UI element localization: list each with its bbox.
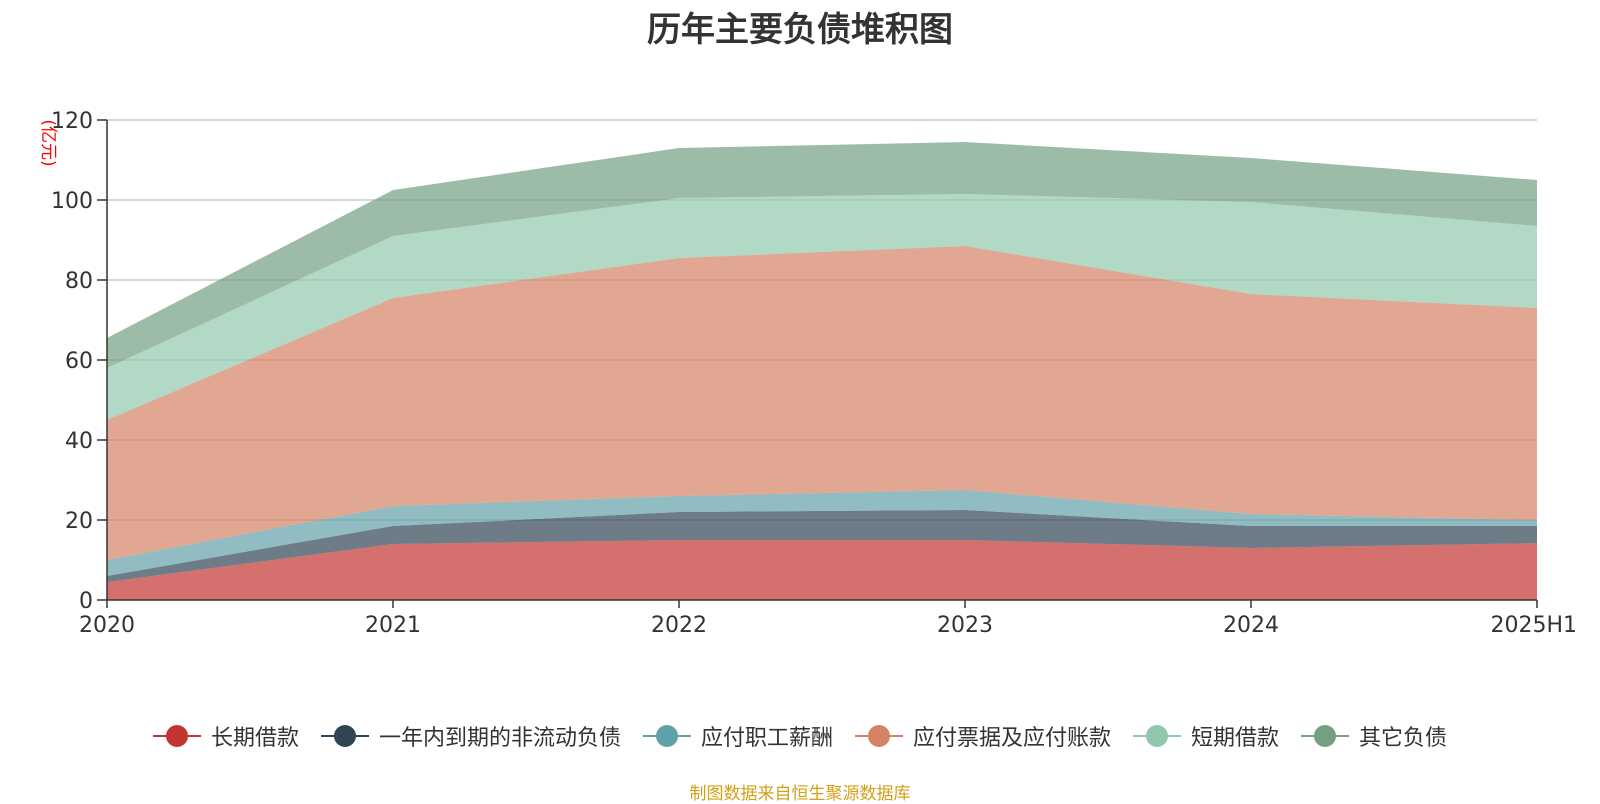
y-tick-label: 100 bbox=[51, 189, 93, 214]
area-series-3 bbox=[107, 490, 1537, 576]
area-series-1 bbox=[107, 540, 1537, 600]
legend-label: 长期借款 bbox=[210, 726, 299, 751]
y-tick-label: 80 bbox=[65, 269, 93, 294]
legend-marker bbox=[320, 724, 369, 748]
y-tick-label: 0 bbox=[79, 589, 93, 614]
x-tick-label: 2021 bbox=[365, 613, 421, 638]
x-tick-label: 2023 bbox=[937, 613, 993, 638]
area-series-5 bbox=[107, 194, 1537, 420]
legend-item-1[interactable]: 长期借款 bbox=[152, 720, 299, 752]
x-tick-label: 2024 bbox=[1223, 613, 1279, 638]
legend-label: 一年内到期的非流动负债 bbox=[378, 726, 621, 751]
x-tick-label: 2022 bbox=[651, 613, 707, 638]
legend-item-3[interactable]: 应付职工薪酬 bbox=[642, 720, 833, 752]
axes: 0 20 40 60 80 100 120 2020 2021 2022 2023 2024 2025H… bbox=[51, 109, 1577, 638]
area-series-6 bbox=[107, 142, 1537, 368]
legend-item-5[interactable]: 短期借款 bbox=[1133, 720, 1279, 752]
area-series-layer bbox=[107, 142, 1537, 600]
y-tick-label: 120 bbox=[51, 109, 93, 134]
source-note: 制图数据来自恒生聚源数据库 bbox=[689, 784, 911, 804]
legend-marker bbox=[642, 724, 691, 748]
x-tick-label: 2020 bbox=[79, 613, 135, 638]
area-series-2 bbox=[107, 510, 1537, 582]
y-tick-label: 20 bbox=[65, 509, 93, 534]
y-tick-label: 40 bbox=[65, 429, 93, 454]
legend-label: 应付职工薪酬 bbox=[700, 726, 833, 751]
chart-title: 历年主要负债堆积图 bbox=[647, 10, 953, 50]
legend-label: 应付票据及应付账款 bbox=[913, 726, 1112, 751]
legend-marker bbox=[855, 724, 903, 748]
legend-marker bbox=[1133, 724, 1182, 748]
area-series-4 bbox=[107, 246, 1537, 560]
legend-marker bbox=[152, 724, 201, 748]
legend-marker bbox=[1301, 724, 1350, 748]
legend-item-4[interactable]: 应付票据及应付账款 bbox=[855, 720, 1111, 752]
legend-label: 其它负债 bbox=[1359, 726, 1448, 751]
y-tick-label: 60 bbox=[65, 349, 93, 374]
legend-item-2[interactable]: 一年内到期的非流动负债 bbox=[320, 720, 621, 752]
y-axis-label: (亿元) bbox=[38, 119, 58, 166]
legend-label: 短期借款 bbox=[1191, 726, 1280, 751]
legend: 长期借款 一年内到期的非流动负债 应付职工薪酬 应付票据及应付账款 短期借款 其它负债 bbox=[0, 720, 1600, 752]
x-tick-label: 2025H1 bbox=[1490, 613, 1577, 638]
legend-item-6[interactable]: 其它负债 bbox=[1301, 720, 1447, 752]
